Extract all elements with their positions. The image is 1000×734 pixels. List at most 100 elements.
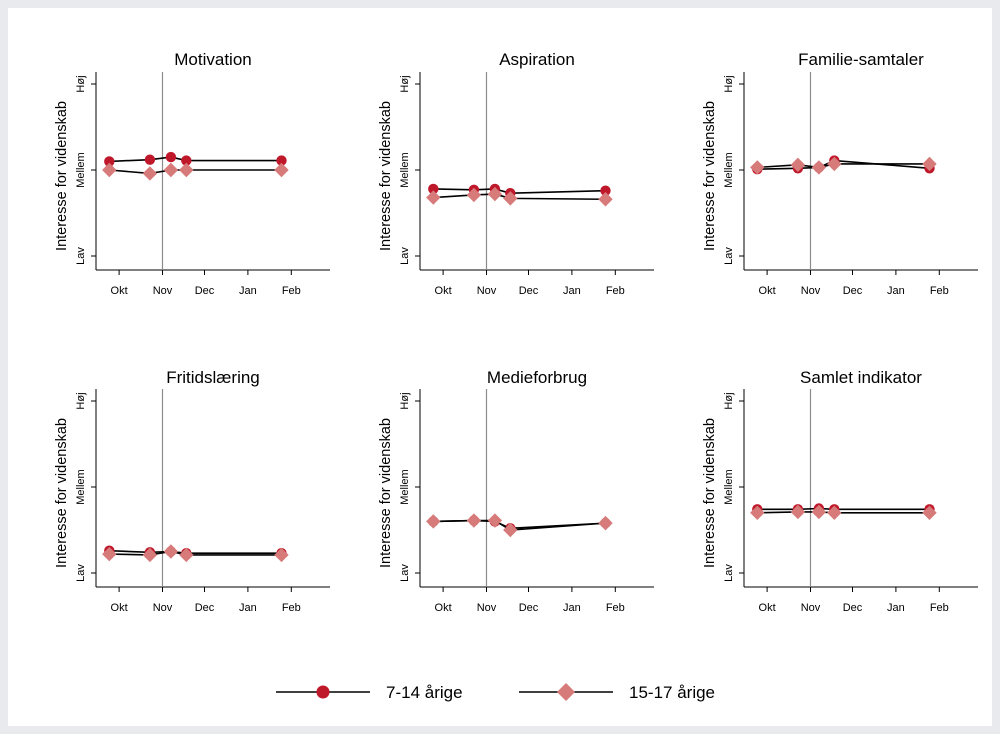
data-point [276,155,287,166]
x-tick-label: Dec [843,285,863,297]
data-point [102,546,117,562]
x-tick-label: Jan [239,285,257,297]
y-tick-label: Lav [723,564,735,582]
y-axis-label: Interesse for videnskab [378,101,394,251]
legend-label: 15-17 årige [629,683,715,702]
x-tick-label: Feb [606,285,625,297]
x-tick-label: Okt [111,285,128,297]
x-tick-label: Okt [111,602,128,614]
x-tick-label: Dec [195,602,215,614]
data-point [503,522,518,538]
legend-marker-circle [316,685,330,699]
x-tick-label: Okt [759,602,776,614]
y-tick-label: Høj [399,75,411,92]
panel-title: Motivation [174,50,251,69]
y-tick-label: Høj [75,392,87,409]
data-point [750,505,765,520]
data-point [428,183,439,195]
data-point [163,544,179,559]
y-tick-label: Mellem [399,469,411,504]
y-tick-label: Høj [723,75,735,92]
series-line [109,549,282,555]
x-tick-label: Feb [282,285,301,297]
x-tick-label: Nov [801,602,821,614]
x-tick-label: Jan [887,602,905,614]
data-point [598,515,613,531]
panel-3: Familie-samtaler Interesse for videnskab L… [702,50,978,297]
x-tick-label: Nov [477,602,497,614]
data-point [426,190,441,205]
data-point [790,157,806,173]
y-tick-label: Lav [75,247,87,265]
y-axis-label: Interesse for videnskab [702,418,718,568]
y-tick-label: Lav [75,564,87,582]
data-point [750,160,765,175]
series-line [757,511,930,514]
data-point [811,160,827,175]
x-tick-label: Nov [801,285,821,297]
data-point [179,162,194,178]
data-point [922,505,937,520]
series-line [109,169,282,175]
data-point [142,547,158,563]
panel-1: Motivation Interesse for videnskab Lav Mell… [54,50,330,297]
series-line [109,156,282,163]
data-point [466,513,482,528]
panel-title: Aspiration [499,50,575,69]
data-point [598,192,613,207]
y-tick-label: Høj [399,392,411,409]
data-point [827,156,842,172]
data-point [487,513,503,528]
y-tick-label: Mellem [75,152,87,187]
y-tick-label: Lav [723,247,735,265]
x-tick-label: Nov [153,285,173,297]
data-point [179,547,194,563]
x-tick-label: Okt [435,285,452,297]
legend-marker-diamond [557,683,575,701]
x-tick-label: Feb [930,602,949,614]
legend-label: 7-14 årige [386,683,463,702]
data-point [922,156,937,172]
data-point [600,185,611,196]
x-tick-label: Jan [563,285,581,297]
x-tick-label: Dec [519,602,539,614]
panel-title: Samlet indikator [800,368,922,387]
data-point [466,187,482,203]
data-point [163,162,179,178]
data-point [487,186,503,202]
y-tick-label: Mellem [723,152,735,187]
series-line [433,519,606,531]
x-tick-label: Feb [606,602,625,614]
x-tick-label: Dec [195,285,215,297]
panel-2: Aspiration Interesse for videnskab Lav Mell… [378,50,654,297]
y-axis-label: Interesse for videnskab [54,101,70,251]
x-tick-label: Jan [563,602,581,614]
x-tick-label: Okt [435,602,452,614]
series-line [433,188,606,195]
x-tick-label: Nov [153,602,173,614]
panel-6: Samlet indikator Interesse for videnskab L… [702,368,978,614]
x-tick-label: Okt [759,285,776,297]
y-tick-label: Lav [399,564,411,582]
data-point [790,504,806,520]
x-tick-label: Feb [282,602,301,614]
y-tick-label: Mellem [723,469,735,504]
y-tick-label: Høj [75,75,87,92]
chart-figure: Motivation Interesse for videnskab Lav Mell… [54,50,978,702]
x-tick-label: Feb [930,285,949,297]
x-tick-label: Jan [239,602,257,614]
y-tick-label: Mellem [75,469,87,504]
panel-4: Fritidslæring Interesse for videnskab Lav M… [54,368,330,614]
y-tick-label: Lav [399,247,411,265]
y-axis-label: Interesse for videnskab [702,101,718,251]
x-tick-label: Nov [477,285,497,297]
x-tick-label: Dec [519,285,539,297]
data-point [144,154,156,165]
figure-card: Motivation Interesse for videnskab Lav Mell… [8,8,992,726]
x-tick-label: Jan [887,285,905,297]
data-point [104,156,115,167]
data-point [102,162,117,178]
data-point [181,155,192,166]
legend: 7-14 årige 15-17 årige [276,683,715,702]
data-point [274,162,289,178]
